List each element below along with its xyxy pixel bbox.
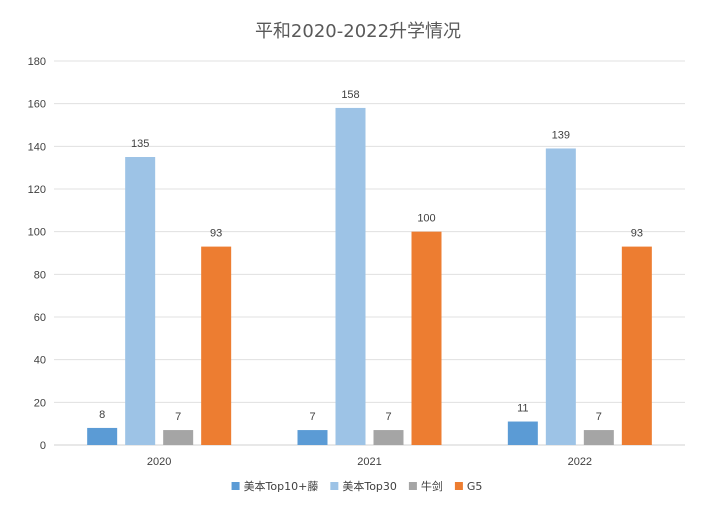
- bar: [545, 148, 576, 445]
- y-tick-label: 20: [34, 397, 46, 409]
- data-label: 100: [417, 213, 435, 225]
- x-axis: 2020 2021 2022: [147, 456, 592, 468]
- legend-label: 美本Top10+藤: [244, 479, 319, 493]
- legend-swatch: [454, 482, 463, 490]
- data-label: 8: [99, 409, 105, 421]
- y-tick-label: 80: [34, 269, 46, 281]
- legend-label: 牛剑: [421, 479, 443, 493]
- bar: [373, 430, 404, 445]
- legend-label: 美本Top30: [342, 479, 397, 493]
- legend-swatch: [231, 482, 240, 490]
- x-tick-label: 2022: [568, 456, 592, 468]
- y-tick-label: 0: [40, 440, 46, 452]
- gridlines: [54, 60, 685, 446]
- legend: 美本Top10+藤 美本Top30 牛剑 G5: [231, 479, 483, 493]
- y-tick-label: 100: [28, 227, 46, 239]
- data-label: 93: [631, 228, 643, 240]
- data-label: 158: [341, 89, 359, 101]
- bar: [583, 430, 614, 445]
- data-label: 135: [131, 138, 149, 150]
- bar: [335, 107, 366, 445]
- bar: [507, 421, 538, 445]
- bars: [87, 107, 652, 445]
- y-tick-label: 60: [34, 312, 46, 324]
- legend-item: 美本Top30: [330, 479, 397, 493]
- data-label: 139: [552, 129, 570, 141]
- bar: [87, 427, 118, 445]
- data-label: 7: [175, 411, 181, 423]
- x-tick-label: 2020: [147, 456, 171, 468]
- bar: [125, 157, 156, 445]
- data-label: 7: [385, 411, 391, 423]
- y-axis: 0 20 40 60 80 100 120 140 160 180: [28, 56, 46, 452]
- data-labels: 8 135 7 93 7 158 7 100 11 139 7 93: [99, 89, 643, 423]
- bar: [621, 246, 652, 445]
- legend-swatch: [330, 482, 339, 490]
- y-tick-label: 40: [34, 355, 46, 367]
- bar: [163, 430, 194, 445]
- chart-title: 平和2020-2022升学情况: [255, 21, 461, 42]
- x-tick-label: 2021: [357, 456, 381, 468]
- data-label: 7: [596, 411, 602, 423]
- data-label: 93: [210, 228, 222, 240]
- legend-label: G5: [467, 480, 483, 493]
- data-label: 11: [517, 403, 528, 415]
- y-tick-label: 140: [28, 141, 46, 153]
- data-label: 7: [309, 411, 315, 423]
- legend-item: 牛剑: [408, 479, 443, 493]
- legend-item: G5: [454, 480, 483, 493]
- bar: [201, 246, 232, 445]
- y-tick-label: 120: [28, 184, 46, 196]
- legend-swatch: [408, 482, 417, 490]
- bar: [297, 430, 328, 445]
- y-tick-label: 160: [28, 99, 46, 111]
- bar: [411, 231, 442, 445]
- y-tick-label: 180: [28, 56, 46, 68]
- legend-item: 美本Top10+藤: [231, 479, 319, 493]
